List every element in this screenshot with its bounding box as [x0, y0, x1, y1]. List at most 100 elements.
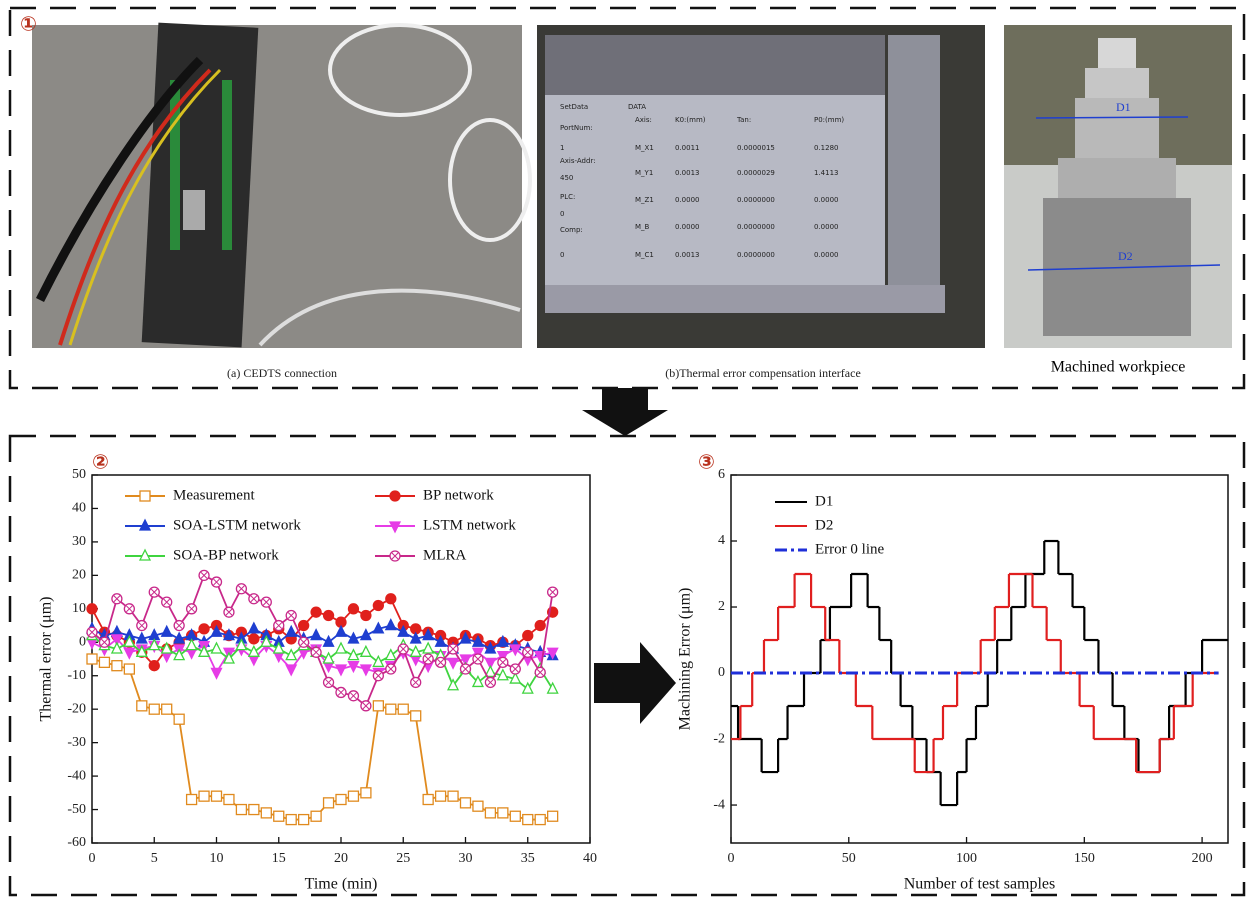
marker [286, 665, 296, 675]
marker [112, 661, 122, 671]
marker [398, 704, 408, 714]
ui-text: 0.0000 [814, 251, 839, 259]
marker [212, 668, 222, 678]
marker [274, 811, 284, 821]
ui-text: 0.0011 [675, 144, 700, 152]
ui-text: SetData [560, 103, 588, 111]
legend-label: Measurement [173, 487, 255, 503]
marker [423, 795, 433, 805]
ui-text: 1 [560, 144, 564, 152]
y-tick-label: -30 [67, 735, 86, 750]
x-axis-label: Number of test samples [904, 876, 1056, 893]
marker [336, 643, 346, 653]
marker [162, 626, 172, 636]
y-tick-label: 2 [718, 599, 725, 614]
marker [311, 811, 321, 821]
y-tick-label: 10 [72, 601, 86, 616]
ui-text: 0.0000 [814, 196, 839, 204]
x-tick-label: 0 [89, 851, 96, 866]
photo-cedts [32, 23, 530, 348]
ui-text: 0 [560, 210, 564, 218]
legend-label: MLRA [423, 547, 467, 563]
ui-text: Tan: [736, 116, 751, 124]
ui-text: 0.0000000 [737, 251, 775, 259]
marker [386, 594, 396, 604]
y-tick-label: -10 [67, 668, 86, 683]
ui-text: 450 [560, 174, 573, 182]
marker [523, 815, 533, 825]
marker [324, 798, 334, 808]
ui-text: Axis-Addr: [560, 157, 596, 165]
marker [386, 650, 396, 660]
x-tick-label: 10 [210, 851, 224, 866]
y-tick-label: -2 [713, 731, 725, 746]
ui-text: DATA [628, 103, 646, 111]
marker [348, 791, 358, 801]
series-line [92, 659, 553, 820]
y-axis-label: Machining Error (μm) [677, 588, 694, 731]
marker [162, 704, 172, 714]
marker [199, 624, 209, 634]
marker [336, 665, 346, 675]
marker [249, 805, 259, 815]
ui-text: K0:(mm) [675, 116, 706, 124]
ui-text: 0.0000015 [737, 144, 775, 152]
ui-text: 0.0000000 [737, 223, 775, 231]
marker [249, 623, 259, 633]
marker [336, 626, 346, 636]
marker [386, 704, 396, 714]
marker [174, 714, 184, 724]
marker [373, 701, 383, 711]
y-tick-label: 4 [718, 533, 725, 548]
marker [140, 491, 150, 501]
legend-label: LSTM network [423, 517, 516, 533]
marker [286, 815, 296, 825]
photo-workpiece [1004, 25, 1232, 348]
marker [311, 607, 321, 617]
marker [87, 654, 97, 664]
panel-number: ③ [698, 450, 715, 474]
x-tick-label: 5 [151, 851, 158, 866]
ui-text: M_Y1 [635, 169, 653, 177]
marker [87, 604, 97, 614]
ui-text: 0.0000029 [737, 169, 775, 177]
ui-text: 0.0000000 [737, 196, 775, 204]
ui-text: Axis: [635, 116, 652, 124]
ui-text: P0:(mm) [814, 116, 844, 124]
marker [485, 808, 495, 818]
ui-text: 0.1280 [814, 144, 839, 152]
x-tick-label: 15 [272, 851, 286, 866]
ui-text: PLC: [560, 193, 575, 201]
marker [523, 631, 533, 641]
plot-frame [731, 475, 1228, 843]
right-arrow [594, 642, 676, 724]
series-line [92, 636, 553, 690]
figure: ① ② ③ (a) CEDTS connection (b)Thermal er… [0, 0, 1250, 899]
ui-text: 1.4113 [814, 169, 839, 177]
marker [423, 643, 433, 653]
x-tick-label: 100 [956, 851, 977, 866]
marker [361, 611, 371, 621]
marker [498, 808, 508, 818]
marker [212, 643, 222, 653]
y-tick-label: 30 [72, 534, 86, 549]
marker [261, 808, 271, 818]
marker [212, 791, 222, 801]
y-tick-label: -40 [67, 768, 86, 783]
legend-label: BP network [423, 487, 494, 503]
legend-label: SOA-BP network [173, 547, 279, 563]
marker [249, 634, 259, 644]
page: {"labels": {"panel_1": "①", "panel_2": "… [0, 0, 1250, 899]
marker [299, 621, 309, 631]
marker [548, 811, 558, 821]
ui-text: 0 [560, 251, 564, 259]
marker [473, 801, 483, 811]
dimension-label: D2 [1118, 249, 1133, 263]
y-axis-label: Thermal error (μm) [38, 597, 55, 722]
x-tick-label: 20 [334, 851, 348, 866]
ui-text: M_B [635, 223, 650, 231]
dimension-label: D1 [1116, 100, 1131, 114]
marker [461, 798, 471, 808]
marker [149, 704, 159, 714]
marker [386, 620, 396, 630]
